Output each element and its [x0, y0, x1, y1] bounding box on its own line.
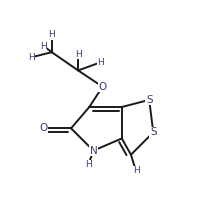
Text: H: H: [40, 42, 47, 51]
Text: H: H: [132, 166, 139, 175]
Text: O: O: [39, 123, 47, 133]
Text: S: S: [149, 127, 156, 137]
Text: H: H: [28, 53, 35, 62]
Text: O: O: [98, 82, 106, 92]
Text: H: H: [84, 160, 91, 169]
Text: H: H: [74, 50, 81, 59]
Text: N: N: [89, 146, 97, 156]
Text: H: H: [97, 58, 103, 67]
Text: H: H: [48, 30, 55, 39]
Text: S: S: [145, 95, 152, 105]
